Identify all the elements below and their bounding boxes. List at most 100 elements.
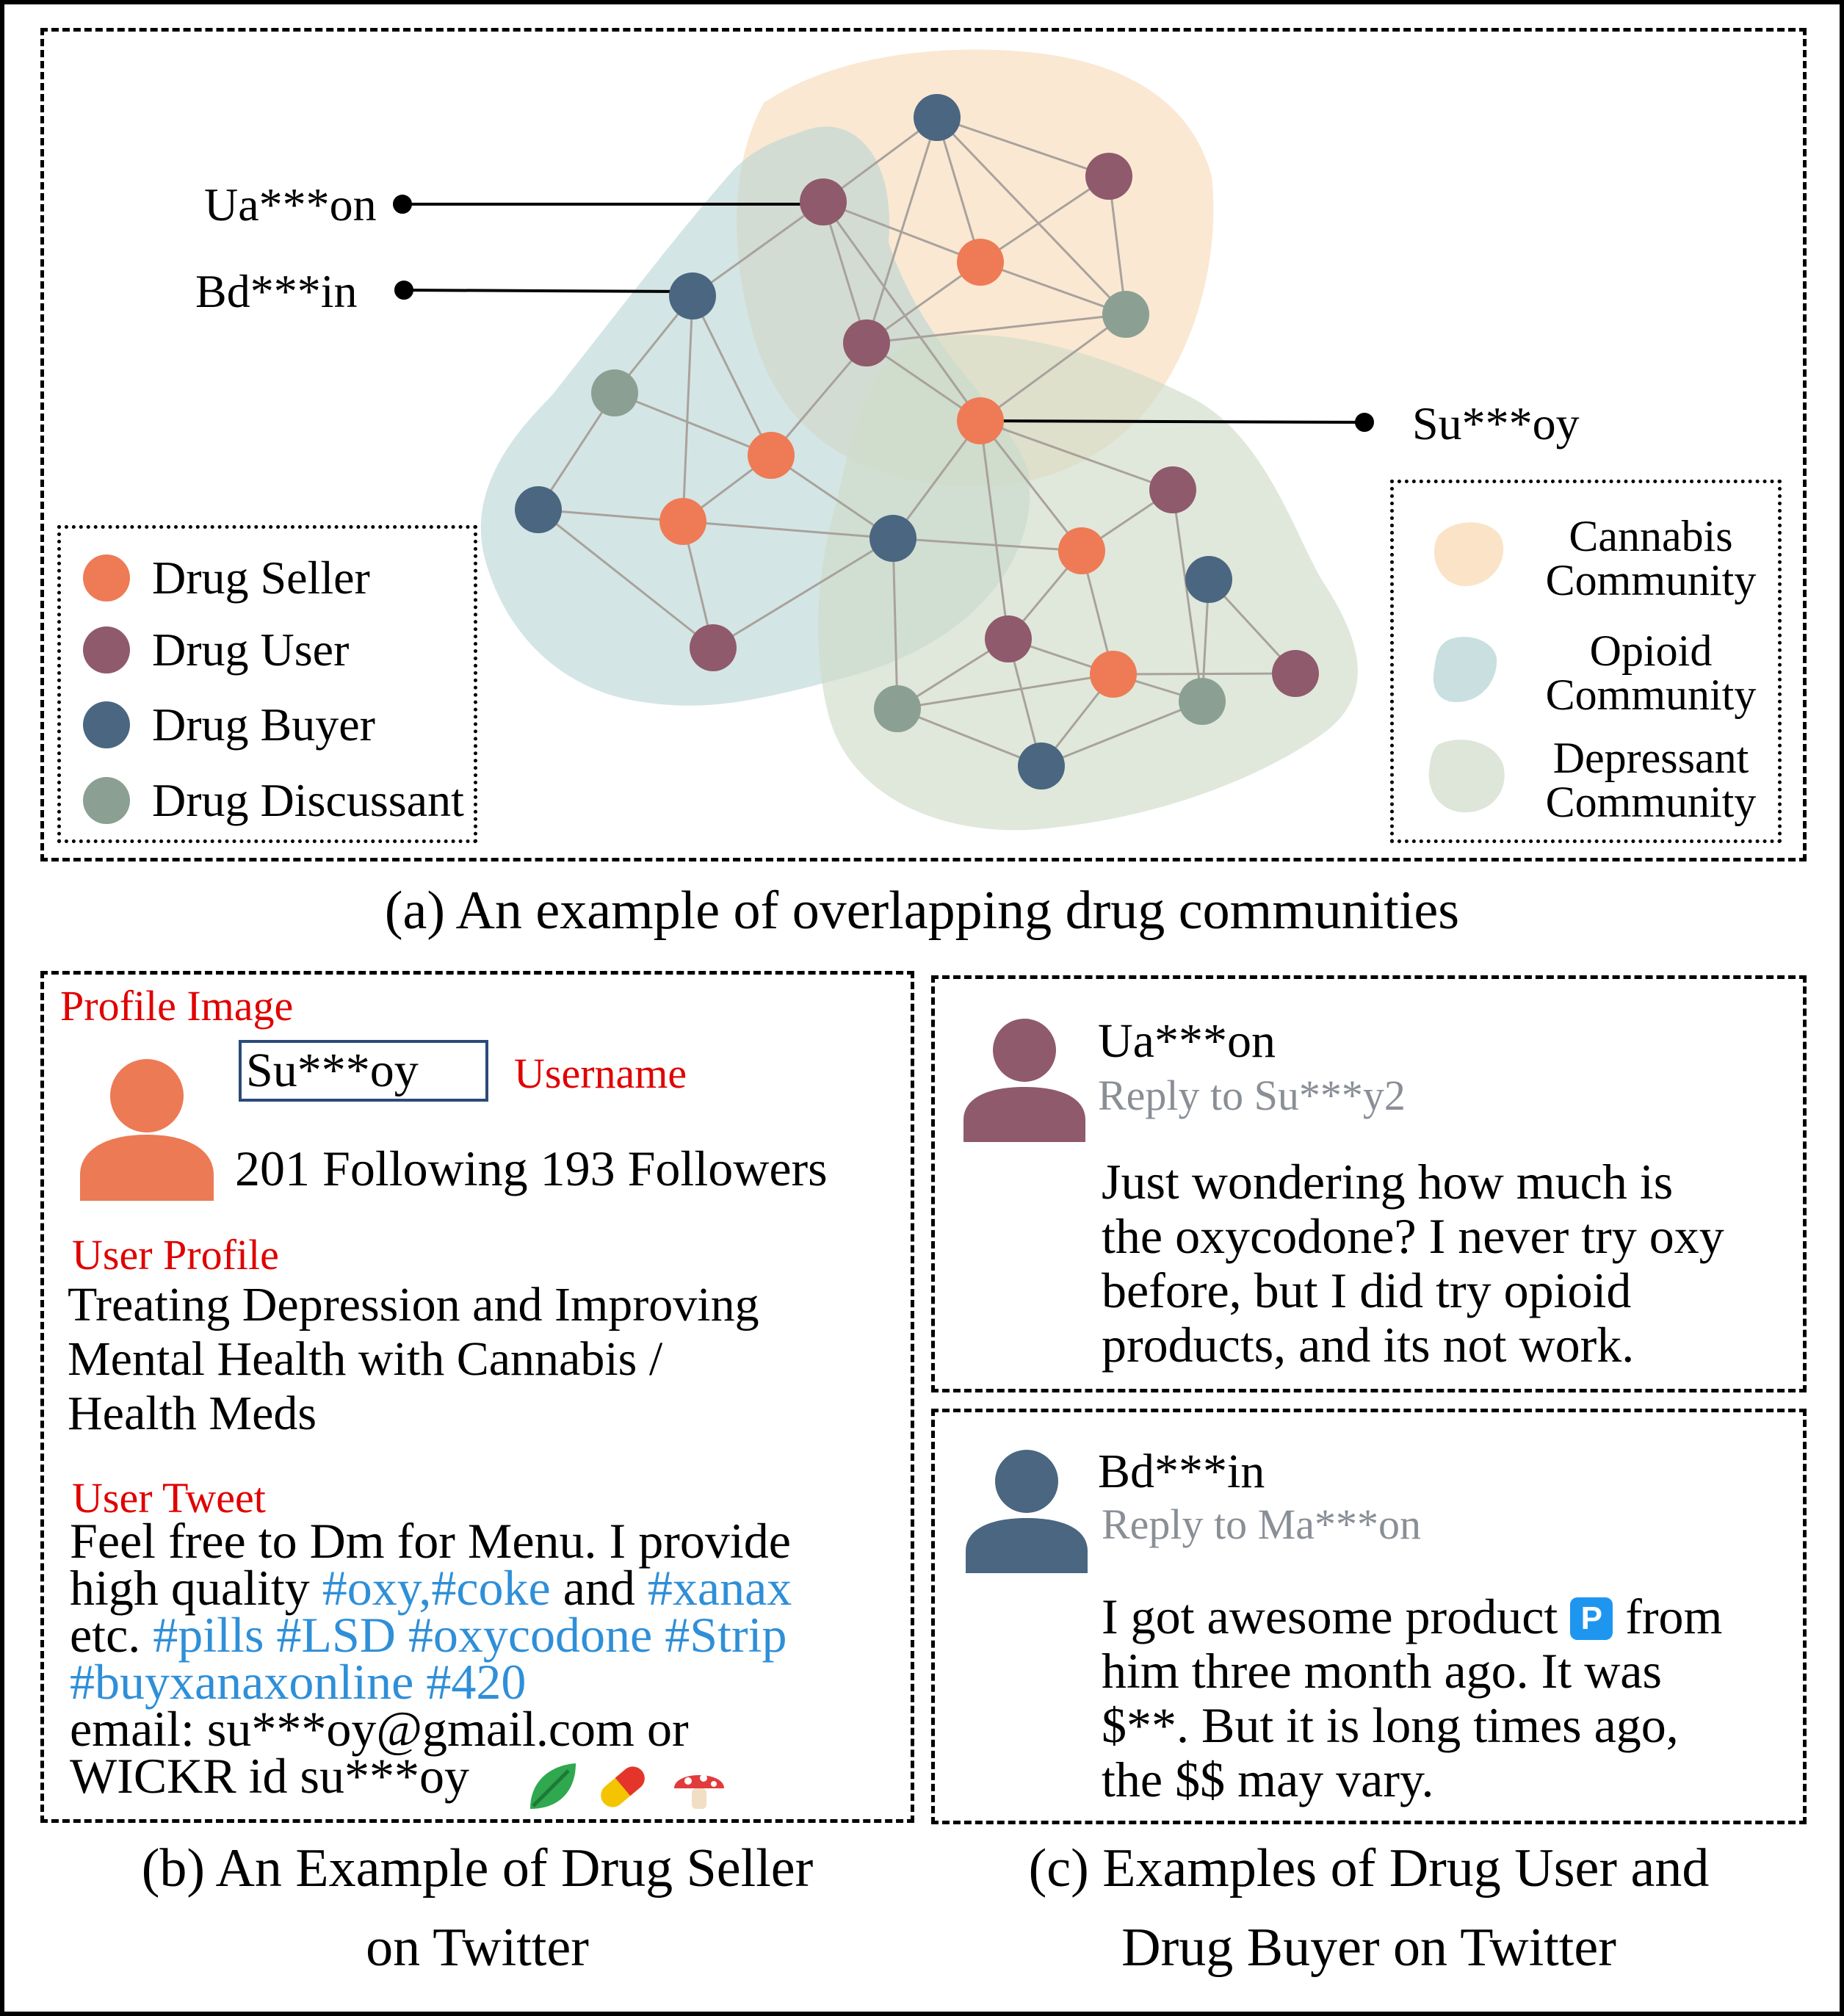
legend-label: Drug Discussant bbox=[152, 774, 464, 826]
node-seller bbox=[957, 239, 1004, 286]
seller-panel bbox=[40, 971, 914, 1823]
mushroom-icon bbox=[674, 1774, 724, 1809]
callout-lines bbox=[393, 195, 1374, 432]
node-user bbox=[843, 319, 890, 366]
reply-line: products, and its not work. bbox=[1102, 1317, 1635, 1373]
user-marker-icon bbox=[83, 626, 130, 673]
node-user bbox=[1149, 466, 1196, 513]
profile-image-label: Profile Image bbox=[60, 982, 294, 1030]
node-seller bbox=[1090, 651, 1137, 698]
panel-a-caption: (a) An example of overlapping drug commu… bbox=[384, 881, 1460, 941]
cannabis-blob-icon bbox=[1433, 522, 1504, 587]
depressant-blob-icon bbox=[1428, 740, 1505, 813]
reply-line: $**. But it is long times ago, bbox=[1102, 1697, 1679, 1753]
node-discussant bbox=[591, 369, 638, 416]
panel-b-caption: (b) An Example of Drug Seller on Twitter bbox=[40, 1829, 914, 1987]
reply-line: I got awesome product P from bbox=[1102, 1589, 1723, 1644]
node-buyer bbox=[669, 272, 716, 319]
node-buyer bbox=[869, 515, 916, 562]
role-legend: Drug Seller Drug User Drug Buyer Drug Di… bbox=[57, 525, 477, 843]
legend-item-depressant: Depressant Community bbox=[1423, 723, 1772, 833]
tweet-line: email: su***oy@gmail.com or bbox=[70, 1701, 689, 1757]
node-buyer bbox=[914, 94, 961, 141]
profile-bio-line: Mental Health with Cannabis / bbox=[68, 1332, 663, 1386]
legend-item-drug-buyer: Drug Buyer bbox=[83, 698, 375, 751]
user-avatar-icon bbox=[963, 1019, 1085, 1142]
legend-item-opioid: Opioid Community bbox=[1423, 621, 1772, 731]
node-user bbox=[1085, 153, 1132, 200]
caption-line: Drug Buyer on Twitter bbox=[1121, 1918, 1616, 1978]
network-nodes bbox=[515, 94, 1319, 790]
panel-c-caption: (c) Examples of Drug User and Drug Buyer… bbox=[931, 1829, 1807, 1987]
parking-icon: P bbox=[1570, 1597, 1613, 1640]
hashtag[interactable]: #pills #LSD #oxycodone #Strip bbox=[153, 1607, 787, 1663]
reply-card-1 bbox=[931, 975, 1807, 1392]
reply-card-2 bbox=[931, 1409, 1807, 1824]
reply-line: the oxycodone? I never try oxy bbox=[1102, 1208, 1724, 1264]
reply-line: before, but I did try opioid bbox=[1102, 1262, 1632, 1318]
reply-to-label: Reply to Su***y2 bbox=[1098, 1072, 1406, 1119]
community-suffix: Community bbox=[1545, 556, 1757, 604]
node-discussant bbox=[1179, 678, 1226, 725]
profile-bio-line: Health Meds bbox=[68, 1387, 317, 1440]
legend-item-drug-seller: Drug Seller bbox=[83, 552, 370, 604]
network-diagram bbox=[393, 49, 1374, 831]
pill-icon bbox=[601, 1766, 645, 1807]
buyer-marker-icon bbox=[83, 701, 130, 748]
node-seller bbox=[957, 397, 1004, 444]
legend-item-drug-discussant: Drug Discussant bbox=[83, 774, 464, 826]
buyer-avatar-icon bbox=[966, 1450, 1088, 1573]
community-name: Depressant bbox=[1552, 734, 1749, 782]
legend-item-drug-user: Drug User bbox=[83, 624, 349, 676]
user-profile-label: User Profile bbox=[72, 1231, 279, 1279]
legend-item-cannabis: Cannabis Community bbox=[1423, 507, 1772, 617]
username-box bbox=[239, 1040, 488, 1102]
node-discussant bbox=[1102, 291, 1149, 338]
node-label-ua-on: Ua***on bbox=[204, 178, 377, 231]
node-user bbox=[800, 178, 847, 225]
network-panel bbox=[40, 28, 1807, 861]
legend-label: Drug Buyer bbox=[152, 698, 375, 751]
reply-author[interactable]: Ua***on bbox=[1098, 1014, 1276, 1068]
seller-avatar-icon bbox=[80, 1059, 214, 1201]
username-label: Username bbox=[514, 1049, 687, 1097]
reply-line: the $$ may vary. bbox=[1102, 1752, 1434, 1807]
reply-line: him three month ago. It was bbox=[1102, 1643, 1662, 1699]
node-user bbox=[690, 624, 737, 671]
node-discussant bbox=[874, 685, 921, 732]
opioid-blob-icon bbox=[1433, 637, 1497, 702]
node-buyer bbox=[1018, 743, 1065, 790]
community-legend: Cannabis Community Opioid Community Depr… bbox=[1390, 480, 1782, 843]
community-name: Opioid bbox=[1589, 626, 1713, 675]
hashtag[interactable]: #buyxanaxonline #420 bbox=[70, 1654, 527, 1710]
caption-line: (c) Examples of Drug User and bbox=[1028, 1838, 1710, 1898]
node-seller bbox=[659, 498, 706, 545]
reply-line: Just wondering how much is bbox=[1102, 1154, 1674, 1210]
reply-body: Just wondering how much is the oxycodone… bbox=[1102, 1155, 1807, 1372]
community-suffix: Community bbox=[1545, 778, 1757, 826]
legend-label: Drug Seller bbox=[152, 552, 370, 604]
depressant-community-region bbox=[817, 334, 1358, 831]
hashtag[interactable]: #oxy,#coke bbox=[322, 1560, 551, 1616]
legend-label: Drug User bbox=[152, 624, 350, 676]
tweet-line: Feel free to Dm for Menu. I provide bbox=[70, 1513, 791, 1569]
seller-username: Su***oy bbox=[246, 1044, 419, 1097]
node-label-bd-in: Bd***in bbox=[195, 265, 358, 317]
profile-bio: Treating Depression and Improving Mental… bbox=[68, 1278, 897, 1441]
leaf-icon bbox=[530, 1763, 576, 1809]
seller-tweet: Feel free to Dm for Menu. I provide high… bbox=[70, 1513, 900, 1801]
caption-line: on Twitter bbox=[366, 1918, 589, 1978]
seller-marker-icon bbox=[83, 554, 130, 601]
node-buyer bbox=[515, 486, 562, 533]
follow-stats: 201 Following 193 Followers bbox=[235, 1141, 828, 1196]
node-seller bbox=[748, 432, 795, 479]
hashtag[interactable]: #xanax bbox=[647, 1560, 792, 1616]
community-name: Cannabis bbox=[1569, 512, 1733, 560]
discussant-marker-icon bbox=[83, 777, 130, 824]
node-user bbox=[985, 615, 1032, 662]
tweet-line: high quality #oxy,#coke and #xanax bbox=[70, 1560, 792, 1616]
node-buyer bbox=[1185, 556, 1232, 603]
caption-line: (b) An Example of Drug Seller bbox=[141, 1838, 814, 1898]
reply-author[interactable]: Bd***in bbox=[1098, 1445, 1265, 1498]
